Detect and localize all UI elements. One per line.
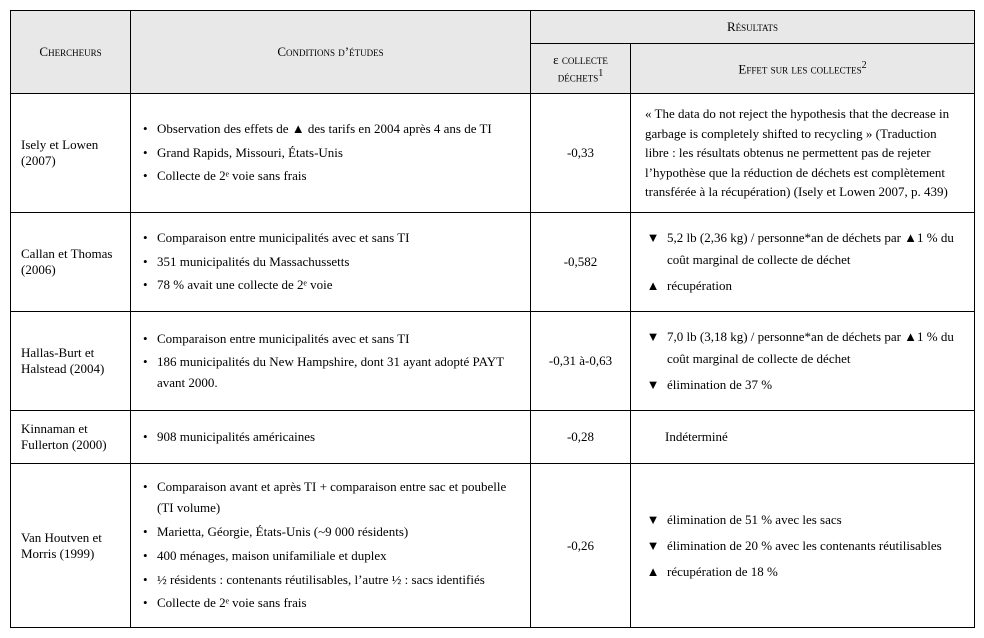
cell-conditions: 908 municipalités américaines (131, 411, 531, 464)
cell-epsilon: -0,582 (531, 212, 631, 311)
cell-conditions: Observation des effets de ▲ des tarifs e… (131, 94, 531, 213)
condition-item: 78 % avait une collecte de 2ᵉ voie (143, 275, 518, 296)
cell-chercheurs: Isely et Lowen (2007) (11, 94, 131, 213)
cell-epsilon: -0,26 (531, 464, 631, 628)
table-body: Isely et Lowen (2007) Observation des eff… (11, 94, 975, 628)
effet-line: ▼ élimination de 20 % avec les contenants… (645, 535, 960, 557)
effet-text: élimination de 20 % avec les contenants … (667, 535, 942, 557)
triangle-up-icon: ▲ (645, 275, 661, 297)
cell-chercheurs: Hallas-Burt et Halstead (2004) (11, 312, 131, 411)
cell-epsilon: -0,33 (531, 94, 631, 213)
cell-effets: ▼ élimination de 51 % avec les sacs ▼ élimi… (631, 464, 975, 628)
condition-item: Comparaison avant et après TI + comparai… (143, 477, 518, 519)
cell-conditions: Comparaison avant et après TI + comparai… (131, 464, 531, 628)
condition-item: Observation des effets de ▲ des tarifs e… (143, 119, 518, 140)
cell-conditions: Comparaison entre municipalités avec et … (131, 212, 531, 311)
triangle-down-icon: ▼ (645, 374, 661, 396)
effet-text: récupération de 18 % (667, 561, 778, 583)
table-row: Van Houtven et Morris (1999) Comparaison … (11, 464, 975, 628)
triangle-down-icon: ▼ (645, 509, 661, 531)
th-epsilon: ε collectedéchets1 (531, 44, 631, 94)
effet-line: ▼ 5,2 lb (2,36 kg) / personne*an de déche… (645, 227, 960, 271)
cell-conditions: Comparaison entre municipalités avec et … (131, 312, 531, 411)
triangle-down-icon: ▼ (645, 535, 661, 557)
effet-line: ▼ élimination de 37 % (645, 374, 960, 396)
condition-item: Comparaison entre municipalités avec et … (143, 228, 518, 249)
th-chercheurs: Chercheurs (11, 11, 131, 94)
effet-line: ▲ récupération (645, 275, 960, 297)
condition-item: 186 municipalités du New Hampshire, dont… (143, 352, 518, 394)
effet-plain: Indéterminé (645, 429, 960, 445)
th-effet: Effet sur les collectes2 (631, 44, 975, 94)
effet-text: élimination de 37 % (667, 374, 772, 396)
table-row: Hallas-Burt et Halstead (2004) Comparaiso… (11, 312, 975, 411)
condition-item: Collecte de 2ᵉ voie sans frais (143, 166, 518, 187)
effet-text: 7,0 lb (3,18 kg) / personne*an de déchet… (667, 326, 960, 370)
condition-item: 400 ménages, maison unifamiliale et dupl… (143, 546, 518, 567)
cell-chercheurs: Kinnaman et Fullerton (2000) (11, 411, 131, 464)
cell-epsilon: -0,28 (531, 411, 631, 464)
effet-text: récupération (667, 275, 732, 297)
effet-line: ▲ récupération de 18 % (645, 561, 960, 583)
th-conditions: Conditions d’études (131, 11, 531, 94)
triangle-up-icon: ▲ (645, 561, 661, 583)
condition-item: Marietta, Géorgie, États-Unis (~9 000 ré… (143, 522, 518, 543)
effet-line: ▼ élimination de 51 % avec les sacs (645, 509, 960, 531)
cell-effets: ▼ 7,0 lb (3,18 kg) / personne*an de déche… (631, 312, 975, 411)
cell-epsilon: -0,31 à-0,63 (531, 312, 631, 411)
table-row: Kinnaman et Fullerton (2000) 908 municipa… (11, 411, 975, 464)
triangle-down-icon: ▼ (645, 326, 661, 348)
condition-item: ½ résidents : contenants réutilisables, … (143, 570, 518, 591)
cell-chercheurs: Van Houtven et Morris (1999) (11, 464, 131, 628)
table-row: Callan et Thomas (2006) Comparaison entre… (11, 212, 975, 311)
cell-effets: ▼ 5,2 lb (2,36 kg) / personne*an de déche… (631, 212, 975, 311)
condition-item: 908 municipalités américaines (143, 427, 518, 448)
cell-effets: Indéterminé (631, 411, 975, 464)
cell-chercheurs: Callan et Thomas (2006) (11, 212, 131, 311)
cell-effets: « The data do not reject the hypothesis … (631, 94, 975, 213)
effet-text: élimination de 51 % avec les sacs (667, 509, 842, 531)
condition-item: Grand Rapids, Missouri, États-Unis (143, 143, 518, 164)
condition-item: Comparaison entre municipalités avec et … (143, 329, 518, 350)
table-row: Isely et Lowen (2007) Observation des eff… (11, 94, 975, 213)
triangle-down-icon: ▼ (645, 227, 661, 249)
effet-text: 5,2 lb (2,36 kg) / personne*an de déchet… (667, 227, 960, 271)
header-row-1: Chercheurs Conditions d’études Résultats (11, 11, 975, 44)
th-resultats: Résultats (531, 11, 975, 44)
condition-item: 351 municipalités du Massachussetts (143, 252, 518, 273)
results-table: Chercheurs Conditions d’études Résultats… (10, 10, 975, 628)
effet-line: ▼ 7,0 lb (3,18 kg) / personne*an de déche… (645, 326, 960, 370)
condition-item: Collecte de 2ᵉ voie sans frais (143, 593, 518, 614)
effet-paragraph: « The data do not reject the hypothesis … (645, 104, 960, 202)
